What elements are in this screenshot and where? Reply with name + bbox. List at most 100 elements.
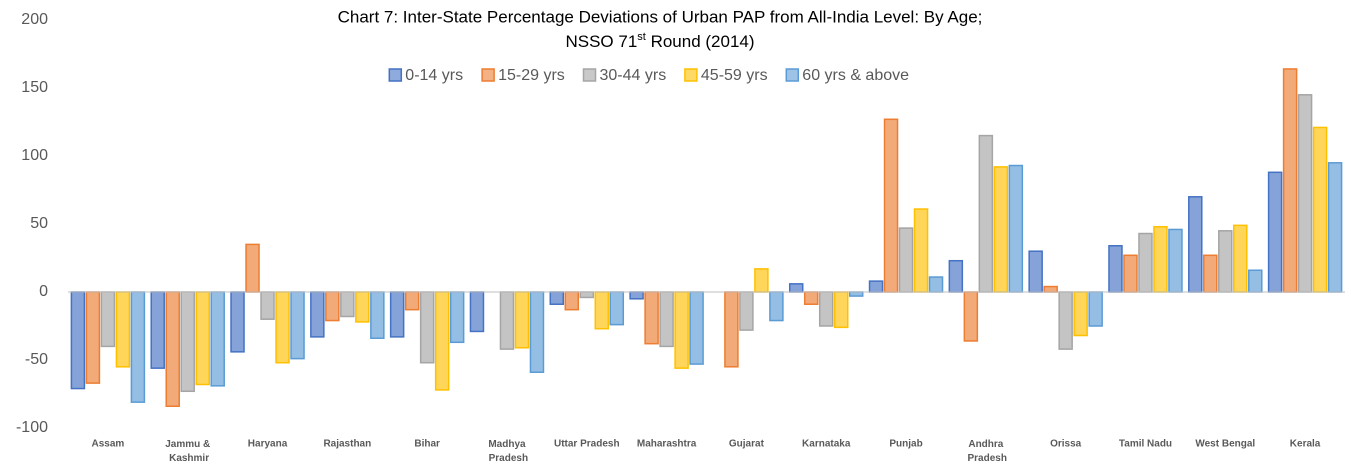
bar: [1282, 68, 1298, 293]
bar: [290, 291, 305, 360]
bar: [883, 118, 899, 293]
bar: [644, 291, 659, 345]
bar: [1058, 291, 1073, 350]
bar: [579, 291, 595, 299]
y-tick-label: 0: [39, 283, 48, 300]
x-tick-label: West Bengal: [1195, 439, 1255, 450]
bar: [1073, 291, 1088, 337]
bar: [913, 208, 929, 293]
bar: [245, 243, 260, 293]
bar: [724, 291, 739, 368]
legend-label: 30-44 yrs: [600, 67, 667, 84]
x-tick-label: Assam: [92, 439, 125, 450]
bar: [1108, 245, 1123, 293]
bar: [100, 291, 116, 348]
bar: [469, 291, 485, 333]
bar: [1203, 254, 1218, 293]
bar: [848, 291, 864, 297]
bar: [1088, 291, 1103, 327]
bar: [739, 291, 754, 331]
bar: [1043, 285, 1058, 293]
legend-swatch: [785, 68, 800, 82]
bar: [180, 291, 195, 393]
bar: [1138, 232, 1153, 293]
legend-label: 15-29 yrs: [498, 67, 565, 84]
y-tick-label: 150: [21, 79, 48, 96]
bar: [1028, 250, 1043, 293]
legend-label: 45-59 yrs: [701, 67, 768, 84]
y-tick-label: -100: [16, 419, 48, 436]
bar: [1297, 94, 1313, 293]
x-tick-label: Karnataka: [802, 439, 851, 450]
bar: [948, 259, 964, 293]
y-tick-label: 100: [21, 147, 48, 164]
bar: [85, 291, 101, 384]
bar: [1188, 196, 1203, 293]
legend-label: 0-14 yrs: [405, 67, 463, 84]
bar: [1327, 162, 1343, 293]
bar: [1123, 254, 1138, 293]
bar: [689, 291, 704, 365]
bar: [529, 291, 545, 373]
x-tick-label: Jammu & Kashmir: [165, 439, 210, 464]
chart-title: Chart 7: Inter-State Percentage Deviatio…: [338, 7, 983, 26]
bar: [310, 291, 325, 338]
bar: [150, 291, 165, 369]
bar: [419, 291, 435, 364]
bar: [340, 291, 355, 318]
bar: [514, 291, 530, 349]
bar: [1312, 126, 1328, 293]
bar: [818, 291, 834, 327]
bar: [210, 291, 225, 387]
x-tick-label: Gujarat: [729, 439, 765, 450]
x-tick-label: Andhra Pradesh: [965, 439, 1007, 464]
bar: [803, 291, 819, 305]
bar: [130, 291, 146, 403]
bar: [629, 291, 644, 300]
bar: [833, 291, 849, 329]
bar: [195, 291, 210, 386]
x-tick-label: Orissa: [1050, 439, 1082, 450]
x-tick-label: Madhya Pradesh: [486, 439, 528, 464]
bar: [370, 291, 385, 339]
y-tick-label: 50: [30, 215, 48, 232]
bar: [769, 291, 784, 322]
bar: [928, 276, 944, 293]
bar: [275, 291, 290, 364]
bar: [434, 291, 450, 391]
bar: [1233, 224, 1248, 293]
bar: [609, 291, 625, 326]
bar: [1267, 171, 1283, 293]
x-tick-label: Maharashtra: [637, 439, 697, 450]
x-tick-label: Haryana: [248, 439, 288, 450]
bar: [115, 291, 131, 368]
bar: [355, 291, 370, 323]
bar: [659, 291, 674, 348]
bar: [260, 291, 275, 320]
bar: [389, 291, 405, 338]
bar: [1168, 228, 1183, 293]
legend-label: 60 yrs & above: [802, 67, 909, 84]
bar: [993, 166, 1009, 293]
y-tick-label: 200: [21, 11, 48, 28]
bar: [1153, 225, 1168, 293]
bar: [564, 291, 580, 311]
bar: [549, 291, 565, 305]
legend-swatch: [481, 68, 495, 82]
x-tick-label: Uttar Pradesh: [554, 439, 620, 450]
bar: [594, 291, 610, 330]
bar: [70, 291, 86, 390]
bar: [674, 291, 689, 369]
x-tick-label: Rajasthan: [323, 439, 371, 450]
bar: [788, 283, 804, 293]
bar: [1008, 164, 1024, 293]
bar: [165, 291, 180, 407]
bar: [404, 291, 420, 311]
bar: [449, 291, 465, 344]
x-tick-label: Tamil Nadu: [1119, 439, 1172, 450]
bar: [1248, 269, 1263, 293]
bar: [499, 291, 515, 350]
bar: [1218, 230, 1233, 293]
x-tick-label: Kerala: [1290, 439, 1321, 450]
